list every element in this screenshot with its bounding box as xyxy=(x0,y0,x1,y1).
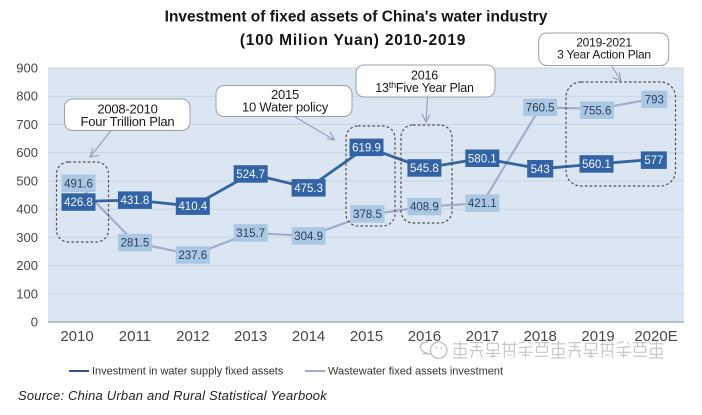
svg-text:378.5: 378.5 xyxy=(353,209,382,221)
svg-text:2015: 2015 xyxy=(350,328,383,345)
svg-text:Investment of fixed assets of: Investment of fixed assets of China's wa… xyxy=(165,9,548,26)
svg-text:800: 800 xyxy=(16,89,38,104)
svg-text:315.7: 315.7 xyxy=(236,228,265,240)
svg-text:475.3: 475.3 xyxy=(294,183,323,195)
svg-text:200: 200 xyxy=(16,258,38,273)
svg-text:619.9: 619.9 xyxy=(352,142,381,154)
svg-text:2016: 2016 xyxy=(408,328,441,345)
svg-text:Wastewater fixed assets invest: Wastewater fixed assets investment xyxy=(328,366,503,378)
svg-text:408.9: 408.9 xyxy=(410,202,439,214)
svg-text:Investment in water supply fix: Investment in water supply fixed assets xyxy=(92,366,284,378)
svg-text:2012: 2012 xyxy=(176,328,209,345)
svg-text:0: 0 xyxy=(31,315,38,330)
svg-text:421.1: 421.1 xyxy=(468,198,497,210)
svg-text:2014: 2014 xyxy=(292,328,325,345)
svg-text:10 Water policy: 10 Water policy xyxy=(242,100,329,115)
svg-text:2020E: 2020E xyxy=(634,328,677,345)
svg-text:237.6: 237.6 xyxy=(178,250,207,262)
svg-text:577: 577 xyxy=(644,155,663,167)
svg-text:491.6: 491.6 xyxy=(64,178,93,190)
svg-text:2019-2021: 2019-2021 xyxy=(576,36,632,50)
svg-text:2011: 2011 xyxy=(119,328,151,345)
svg-text:760.5: 760.5 xyxy=(526,102,555,114)
svg-text:100: 100 xyxy=(16,286,38,301)
svg-text:580.1: 580.1 xyxy=(468,153,497,165)
svg-text:2010: 2010 xyxy=(60,328,93,345)
svg-text:2019: 2019 xyxy=(581,328,614,345)
svg-text:545.8: 545.8 xyxy=(410,163,439,175)
svg-text:426.8: 426.8 xyxy=(64,197,93,209)
svg-text:755.6: 755.6 xyxy=(583,105,612,117)
svg-text:300: 300 xyxy=(16,230,38,245)
svg-text:431.8: 431.8 xyxy=(121,195,150,207)
svg-text:2015: 2015 xyxy=(271,87,299,102)
svg-text:2008-2010: 2008-2010 xyxy=(97,102,157,117)
svg-text:400: 400 xyxy=(16,202,38,217)
svg-text:543: 543 xyxy=(531,164,550,176)
svg-text:410.4: 410.4 xyxy=(178,201,207,213)
svg-text:2017: 2017 xyxy=(466,328,499,345)
svg-text:500: 500 xyxy=(16,173,38,188)
svg-text:793: 793 xyxy=(645,95,664,107)
svg-text:700: 700 xyxy=(16,117,38,132)
svg-text:304.9: 304.9 xyxy=(294,231,323,243)
svg-text:13thFive Year Plan: 13thFive Year Plan xyxy=(375,80,474,95)
svg-text:2016: 2016 xyxy=(411,69,438,83)
svg-text:524.7: 524.7 xyxy=(236,169,265,181)
svg-text:560.1: 560.1 xyxy=(582,159,611,171)
svg-text:Source: China Urban and Rural: Source: China Urban and Rural Statistica… xyxy=(18,388,328,403)
svg-text:2013: 2013 xyxy=(234,328,267,345)
svg-text:900: 900 xyxy=(16,61,38,76)
svg-text:(100 Milion Yuan) 2010-2019: (100 Milion Yuan) 2010-2019 xyxy=(240,32,466,49)
svg-text:2018: 2018 xyxy=(524,328,557,345)
svg-text:281.5: 281.5 xyxy=(121,238,150,250)
svg-text:3 Year Action Plan: 3 Year Action Plan xyxy=(557,48,651,62)
svg-text:Four Trillion Plan: Four Trillion Plan xyxy=(81,114,175,129)
svg-text:600: 600 xyxy=(16,145,38,160)
